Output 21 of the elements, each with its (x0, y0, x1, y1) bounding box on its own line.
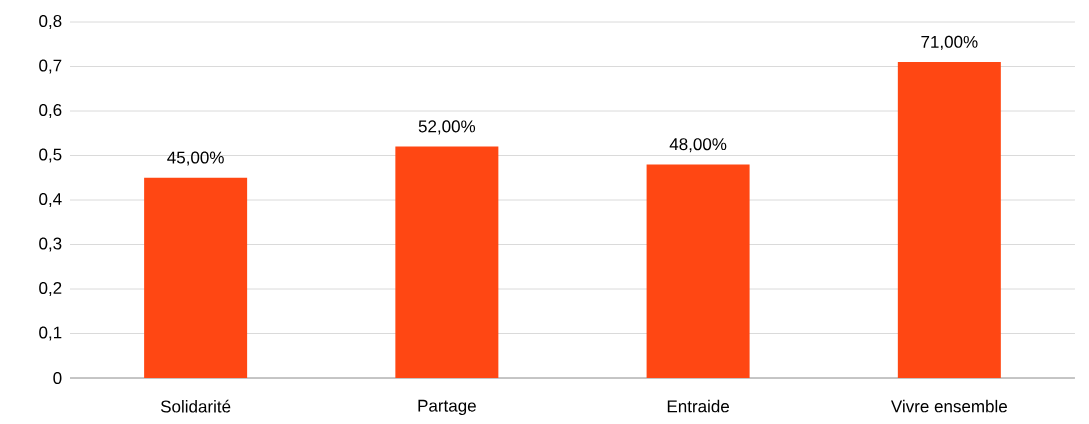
y-tick-label: 0,7 (39, 59, 62, 74)
y-tick-label: 0,4 (39, 192, 62, 208)
bar (897, 62, 1001, 378)
bar (144, 177, 248, 378)
y-tick-label: 0,3 (39, 237, 62, 252)
y-tick-label: 0,5 (39, 148, 62, 163)
y-tick-label: 0,2 (39, 281, 62, 297)
data-label: 45,00% (167, 151, 224, 166)
y-tick-label: 0,1 (39, 326, 62, 341)
x-tick-label: Vivre ensemble (890, 399, 1007, 413)
x-tick-label: Entraide (667, 399, 729, 413)
y-tick-label: 0,6 (39, 103, 62, 119)
data-label: 48,00% (669, 138, 727, 153)
bar (646, 164, 750, 378)
data-label: 52,00% (418, 120, 476, 135)
x-tick-label: Partage (418, 399, 476, 416)
data-label: 71,00% (921, 35, 978, 50)
y-tick-label: 0,8 (39, 14, 62, 30)
bar (395, 146, 499, 378)
x-tick-label: Solidarité (160, 399, 231, 413)
y-tick-label: 0 (53, 371, 62, 385)
